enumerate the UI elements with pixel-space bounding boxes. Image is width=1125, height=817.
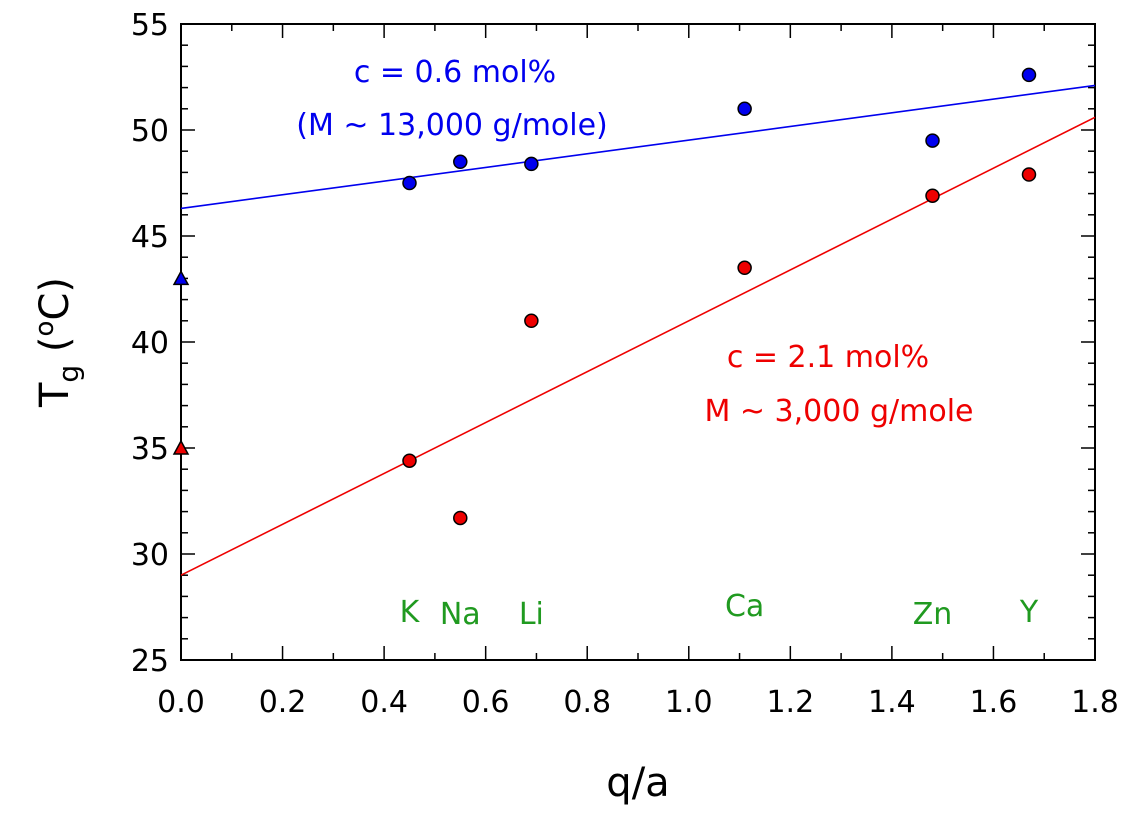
- y-axis-title-subscript: g: [52, 365, 85, 383]
- y-tick-label: 55: [131, 8, 169, 43]
- data-point: [402, 175, 417, 191]
- data-point: [453, 510, 468, 526]
- element-label: Ca: [725, 589, 764, 624]
- data-point: [737, 101, 752, 117]
- x-tick-label: 1.4: [868, 685, 916, 720]
- y-axis-title-unit: C): [32, 277, 78, 321]
- x-tick-label: 1.0: [665, 685, 713, 720]
- y-axis-title: Tg (oC): [30, 277, 85, 408]
- x-tick-label: 0.2: [259, 685, 307, 720]
- x-tick-label: 0.4: [360, 685, 408, 720]
- fit-line: [180, 84, 1096, 210]
- data-point: [925, 188, 940, 203]
- data-point: [737, 260, 752, 276]
- data-point: [402, 453, 417, 468]
- y-tick-label: 30: [131, 538, 169, 573]
- data-point: [524, 156, 539, 172]
- y-tick-label: 35: [131, 432, 169, 467]
- series-annotation-line: c = 0.6 mol%: [354, 55, 556, 90]
- fit-line: [180, 116, 1096, 576]
- y-tick-label: 45: [131, 220, 169, 255]
- axis-tick-labels: 0.0 0.2 0.4 0.6 0.8 1.0 1.2 1.4 1.6 1.8 25 30 35 40 45…: [131, 8, 1119, 720]
- y-tick-label: 50: [131, 114, 169, 149]
- data-point: [925, 133, 940, 148]
- x-tick-label: 1.2: [766, 685, 814, 720]
- element-label: K: [400, 595, 421, 630]
- x-tick-label: 1.6: [970, 685, 1018, 720]
- x-tick-label: 1.8: [1071, 685, 1119, 720]
- y-axis-title-main: T: [32, 382, 78, 408]
- series-annotation-line: (M ~ 13,000 g/mole): [296, 108, 608, 143]
- element-labels: K Na Li Ca Zn Y: [400, 589, 1039, 632]
- reference-triangle: [172, 439, 190, 455]
- y-tick-label: 25: [131, 644, 169, 679]
- x-tick-label: 0.8: [563, 685, 611, 720]
- data-point: [524, 313, 539, 329]
- element-label: Li: [519, 597, 544, 632]
- data-point: [453, 154, 468, 170]
- y-tick-label: 40: [131, 326, 169, 361]
- x-tick-label: 0.0: [157, 685, 205, 720]
- reference-triangle: [172, 269, 190, 286]
- series-annotation-line: M ~ 3,000 g/mole: [704, 394, 973, 429]
- element-label: Na: [440, 597, 481, 632]
- data-point: [1021, 167, 1037, 182]
- axis-ticks: [180, 23, 1096, 661]
- y-axis-title-unit-open: (: [32, 336, 78, 364]
- data-point: [1021, 67, 1037, 83]
- series-annotations: c = 0.6 mol% (M ~ 13,000 g/mole) c = 2.1 m…: [296, 55, 973, 429]
- element-label: Y: [1019, 595, 1039, 630]
- fit-lines: [180, 84, 1096, 576]
- y-axis-title-degree: o: [30, 321, 60, 337]
- x-axis-title: q/a: [606, 760, 669, 806]
- data-points: [172, 67, 1037, 526]
- series-annotation-line: c = 2.1 mol%: [727, 340, 929, 375]
- element-label: Zn: [913, 597, 953, 632]
- x-tick-label: 0.6: [462, 685, 510, 720]
